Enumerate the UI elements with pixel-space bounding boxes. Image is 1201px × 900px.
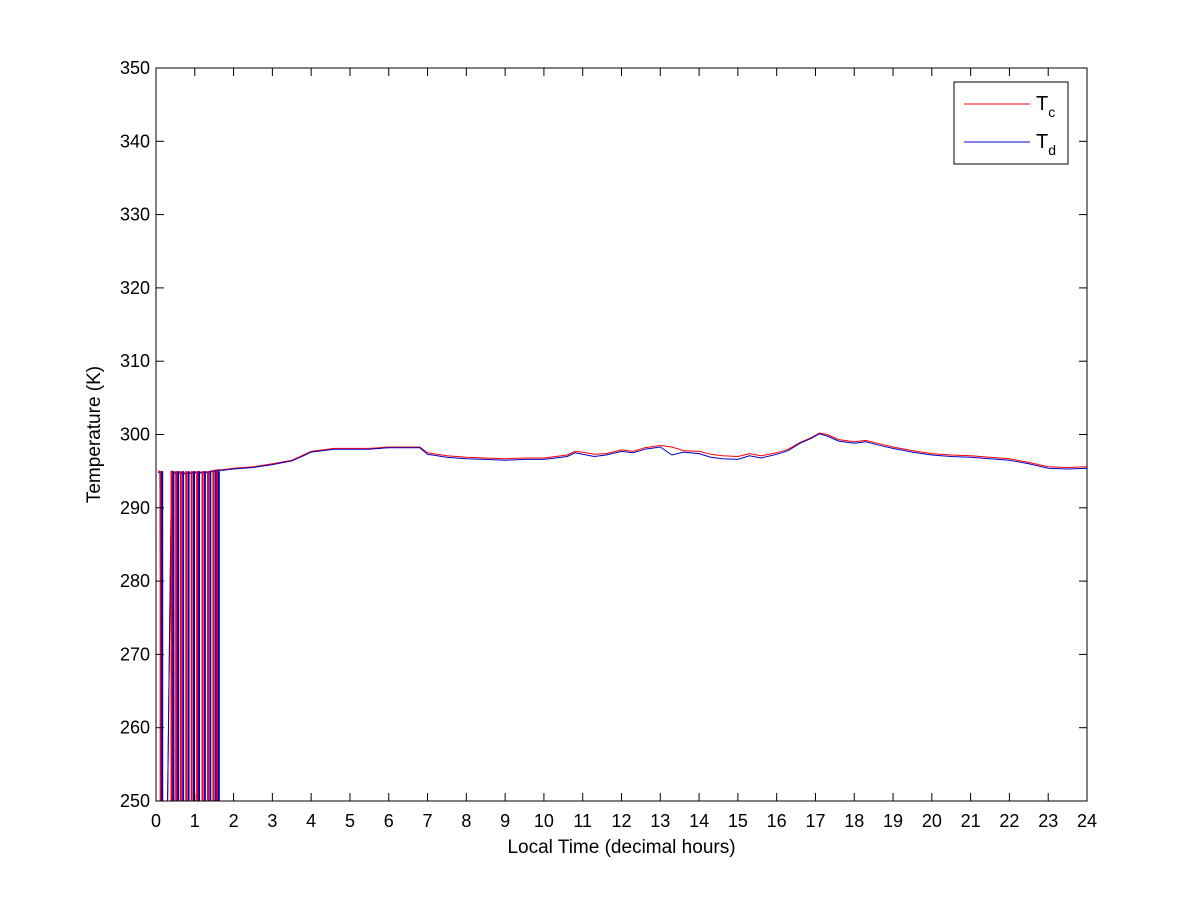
x-tick-label: 0 — [151, 811, 161, 831]
y-tick-label: 290 — [120, 498, 150, 518]
y-tick-label: 300 — [120, 425, 150, 445]
y-tick-label: 270 — [120, 644, 150, 664]
x-tick-label: 2 — [229, 811, 239, 831]
y-tick-label: 320 — [120, 278, 150, 298]
x-tick-label: 4 — [306, 811, 316, 831]
legend: Tc Td — [953, 81, 1069, 165]
y-tick-label: 330 — [120, 205, 150, 225]
x-tick-label: 8 — [461, 811, 471, 831]
x-tick-label: 12 — [611, 811, 631, 831]
y-tick-label: 340 — [120, 131, 150, 151]
y-tick-label: 350 — [120, 58, 150, 78]
y-tick-label: 260 — [120, 718, 150, 738]
x-tick-label: 17 — [805, 811, 825, 831]
x-tick-label: 21 — [961, 811, 981, 831]
x-tick-label: 6 — [384, 811, 394, 831]
x-tick-label: 13 — [650, 811, 670, 831]
y-axis-label: Temperature (K) — [84, 366, 105, 503]
x-tick-label: 11 — [573, 811, 592, 831]
x-tick-label: 9 — [500, 811, 510, 831]
legend-box — [953, 81, 1069, 165]
y-tick-label: 280 — [120, 571, 150, 591]
x-tick-label: 14 — [689, 811, 709, 831]
x-tick-label: 20 — [922, 811, 942, 831]
legend-label-tc: Tc — [1036, 93, 1055, 120]
x-tick-label: 19 — [883, 811, 903, 831]
y-tick-label: 310 — [120, 351, 150, 371]
x-tick-label: 16 — [767, 811, 787, 831]
legend-label-td: Td — [1036, 131, 1056, 158]
x-tick-label: 23 — [1038, 811, 1058, 831]
x-tick-label: 5 — [345, 811, 355, 831]
x-tick-label: 15 — [728, 811, 748, 831]
axes-frame — [155, 67, 1088, 802]
y-tick-label: 250 — [120, 791, 150, 811]
x-tick-label: 1 — [190, 811, 200, 831]
x-tick-label: 22 — [999, 811, 1019, 831]
x-tick-label: 7 — [423, 811, 433, 831]
x-tick-label: 3 — [267, 811, 277, 831]
x-tick-label: 24 — [1077, 811, 1097, 831]
x-tick-label: 18 — [844, 811, 864, 831]
x-tick-label: 10 — [534, 811, 554, 831]
x-axis-label: Local Time (decimal hours) — [507, 837, 735, 858]
